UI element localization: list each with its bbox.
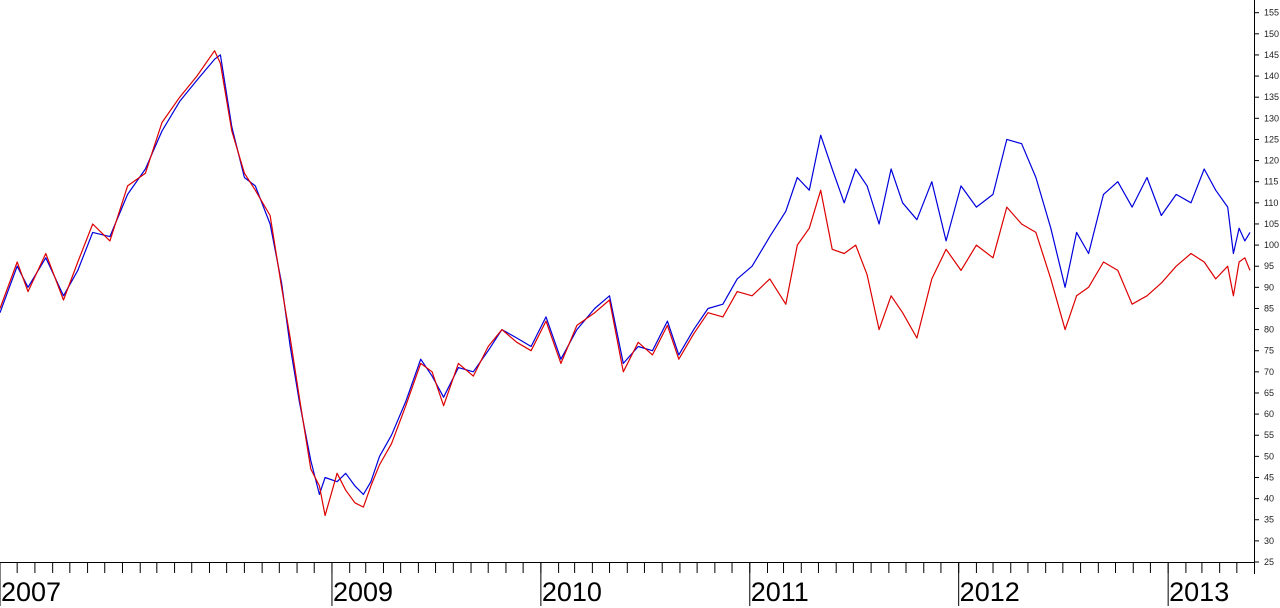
x-axis: 2007 2009 2010 2011 2012 2013 — [0, 562, 1238, 607]
y-tick-label: 105 — [1264, 219, 1279, 229]
x-tick-label: 2011 — [751, 577, 809, 607]
y-tick-label: 60 — [1264, 409, 1274, 419]
y-tick-label: 130 — [1264, 113, 1279, 123]
y-tick-label: 90 — [1264, 282, 1274, 292]
y-tick-label: 65 — [1264, 388, 1274, 398]
y-tick-label: 55 — [1264, 430, 1274, 440]
series-line-2 — [0, 50, 1251, 517]
y-tick-label: 85 — [1264, 303, 1274, 313]
y-tick-label: 155 — [1264, 8, 1279, 18]
series-layer — [0, 50, 1251, 517]
y-tick-label: 100 — [1264, 240, 1279, 250]
y-tick-label: 70 — [1264, 367, 1274, 377]
x-tick-label: 2010 — [542, 577, 602, 607]
y-tick-label: 50 — [1264, 451, 1274, 461]
y-tick-label: 120 — [1264, 156, 1279, 166]
x-tick-label: 2007 — [1, 577, 61, 607]
x-tick-label: 2013 — [1169, 577, 1229, 607]
y-tick-label: 25 — [1264, 557, 1274, 567]
x-tick-label: 2012 — [960, 577, 1020, 607]
y-axis: 25 30 35 40 45 50 55 60 65 70 75 80 85 90 95 100 105 110 1… — [1254, 8, 1279, 567]
y-tick-label: 80 — [1264, 325, 1274, 335]
y-tick-label: 95 — [1264, 261, 1274, 271]
y-tick-label: 150 — [1264, 29, 1279, 39]
x-tick-label: 2009 — [333, 577, 393, 607]
y-tick-label: 40 — [1264, 494, 1274, 504]
y-tick-label: 35 — [1264, 515, 1274, 525]
series-line-1 — [0, 54, 1251, 495]
y-tick-label: 145 — [1264, 50, 1279, 60]
y-tick-label: 30 — [1264, 536, 1274, 546]
y-tick-label: 115 — [1264, 177, 1278, 187]
y-tick-label: 140 — [1264, 71, 1279, 81]
y-tick-label: 75 — [1264, 346, 1274, 356]
y-tick-label: 110 — [1264, 198, 1278, 208]
y-tick-label: 125 — [1264, 134, 1279, 144]
y-tick-label: 45 — [1264, 472, 1274, 482]
y-tick-label: 135 — [1264, 92, 1279, 102]
